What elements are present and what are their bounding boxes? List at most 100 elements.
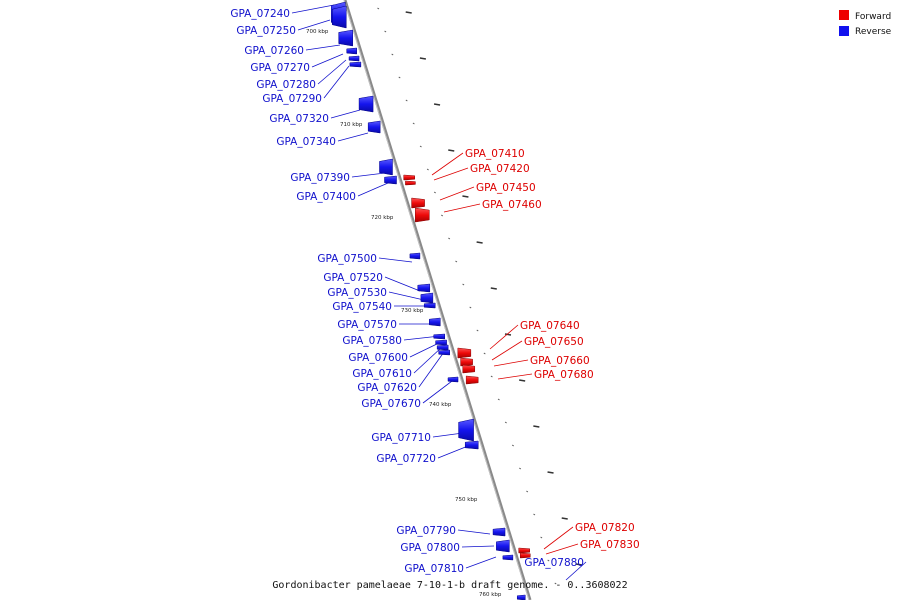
gene-gpa-07390-label[interactable]: GPA_07390 — [290, 172, 350, 184]
gene-gpa-07500-glyph[interactable] — [409, 252, 421, 260]
gene-gpa-07290-label[interactable]: GPA_07290 — [262, 93, 322, 105]
gene-gpa-07260-label[interactable]: GPA_07260 — [244, 45, 304, 57]
gene-gpa-07660-label[interactable]: GPA_07660 — [530, 355, 590, 367]
gene-gpa-07830-label[interactable]: GPA_07830 — [580, 539, 640, 551]
gene-gpa-07260-glyph[interactable] — [338, 29, 353, 47]
gene-gpa-07320-glyph[interactable] — [358, 95, 374, 113]
minor-tick — [405, 99, 408, 102]
gene-gpa-07670-glyph[interactable] — [447, 376, 459, 383]
gene-gpa-07410-label[interactable]: GPA_07410 — [465, 148, 525, 160]
gene-gpa-07720-glyph[interactable] — [464, 440, 479, 450]
gene-gpa-07650-glyph[interactable] — [460, 357, 473, 367]
gene-gpa-07450-label[interactable]: GPA_07450 — [476, 182, 536, 194]
gene-gpa-07520-glyph[interactable] — [417, 283, 431, 293]
gene-gpa-07520-label[interactable]: GPA_07520 — [323, 272, 383, 284]
gene-gpa-07250-connector — [297, 19, 331, 31]
gene-gpa-07880-glyph[interactable] — [516, 594, 526, 600]
gene-gpa-07800-label[interactable]: GPA_07800 — [400, 542, 460, 554]
gene-gpa-07400-label[interactable]: GPA_07400 — [296, 191, 356, 203]
gene-gpa-07650-label[interactable]: GPA_07650 — [524, 336, 584, 348]
gene-gpa-07580-glyph[interactable] — [433, 333, 446, 340]
major-tick — [448, 149, 455, 152]
gene-gpa-07620-connector — [418, 351, 445, 388]
gene-gpa-07410-glyph[interactable] — [403, 174, 415, 181]
gene-gpa-07610-label[interactable]: GPA_07610 — [352, 368, 412, 380]
gene-gpa-07540-glyph[interactable] — [423, 302, 436, 309]
gene-gpa-07390-glyph[interactable] — [379, 158, 393, 176]
gene-gpa-07640-label[interactable]: GPA_07640 — [520, 320, 580, 332]
gene-gpa-07720-label[interactable]: GPA_07720 — [376, 453, 436, 465]
minor-tick — [448, 237, 451, 240]
gene-gpa-07680-label[interactable]: GPA_07680 — [534, 369, 594, 381]
gene-gpa-07620-glyph[interactable] — [438, 349, 450, 356]
gene-gpa-07530-label[interactable]: GPA_07530 — [327, 287, 387, 299]
gene-gpa-07570-glyph[interactable] — [429, 317, 441, 327]
gene-gpa-07240-label[interactable]: GPA_07240 — [230, 8, 290, 20]
gene-gpa-07530-glyph[interactable] — [420, 292, 434, 304]
gene-gpa-07420-glyph[interactable] — [405, 180, 416, 186]
gene-gpa-07600-label[interactable]: GPA_07600 — [348, 352, 408, 364]
gene-gpa-07580-label[interactable]: GPA_07580 — [342, 335, 402, 347]
minor-tick — [497, 398, 500, 401]
gene-gpa-07600-glyph[interactable] — [435, 339, 447, 346]
position-label: 720 kbp — [371, 215, 394, 221]
gene-gpa-07710-glyph[interactable] — [458, 418, 474, 442]
gene-gpa-07620-label[interactable]: GPA_07620 — [357, 382, 417, 394]
gene-gpa-07880-label[interactable]: GPA_07880 — [524, 557, 584, 569]
gene-gpa-07420-label[interactable]: GPA_07420 — [470, 163, 530, 175]
gene-gpa-07810-glyph[interactable] — [502, 554, 514, 561]
gene-gpa-07640-glyph[interactable] — [457, 347, 472, 359]
gene-gpa-07290-glyph[interactable] — [349, 61, 362, 68]
gene-gpa-07340-label[interactable]: GPA_07340 — [276, 136, 336, 148]
gene-gpa-07340-glyph[interactable] — [367, 120, 381, 134]
major-tick — [533, 425, 540, 428]
gene-gpa-07270-glyph[interactable] — [346, 47, 357, 55]
position-label: 740 kbp — [429, 402, 452, 408]
gene-gpa-07820-glyph[interactable] — [518, 547, 530, 554]
gene-gpa-07450-glyph[interactable] — [411, 197, 425, 209]
minor-tick — [476, 329, 479, 332]
gene-gpa-07540-label[interactable]: GPA_07540 — [332, 301, 392, 313]
major-tick — [575, 563, 583, 566]
gene-gpa-07400-glyph[interactable] — [384, 175, 397, 185]
gene-gpa-07670-label[interactable]: GPA_07670 — [361, 398, 421, 410]
gene-gpa-07320-label[interactable]: GPA_07320 — [269, 113, 329, 125]
gene-gpa-07720-connector — [437, 445, 469, 459]
position-label: 700 kbp — [306, 29, 329, 35]
gene-gpa-07460-glyph[interactable] — [415, 207, 430, 223]
gene-gpa-07790-connector — [457, 529, 491, 535]
minor-tick — [511, 444, 514, 447]
gene-gpa-07680-glyph[interactable] — [465, 375, 479, 385]
position-labels: 700 kbp 710 kbp 720 kbp 730 kbp 740 kbp 750 k… — [306, 29, 502, 598]
gene-gpa-07820-label[interactable]: GPA_07820 — [575, 522, 635, 534]
gene-gpa-07790-label[interactable]: GPA_07790 — [396, 525, 456, 537]
gene-gpa-07610-glyph[interactable] — [436, 344, 449, 351]
minor-tick — [377, 7, 380, 10]
genome-backbone — [343, 0, 532, 600]
gene-gpa-07640-connector — [489, 324, 519, 350]
major-tick — [476, 241, 483, 244]
gene-gpa-07460-label[interactable]: GPA_07460 — [482, 199, 542, 211]
gene-gpa-07270-label[interactable]: GPA_07270 — [250, 62, 310, 74]
legend: Forward Reverse — [839, 10, 892, 37]
gene-gpa-07790-glyph[interactable] — [492, 527, 506, 537]
minor-tick — [462, 283, 465, 286]
gene-gpa-07830-connector — [545, 543, 579, 555]
major-tick — [405, 11, 412, 14]
gene-gpa-07830-glyph[interactable] — [520, 552, 531, 559]
gene-gpa-07570-label[interactable]: GPA_07570 — [337, 319, 397, 331]
gene-gpa-07810-label[interactable]: GPA_07810 — [404, 563, 464, 575]
gene-gpa-07650-connector — [491, 340, 523, 361]
minor-tick — [547, 559, 550, 562]
minor-tick — [441, 214, 444, 217]
gene-gpa-07660-glyph[interactable] — [462, 364, 476, 374]
gene-gpa-07800-glyph[interactable] — [496, 539, 510, 553]
gene-gpa-07250-glyph[interactable] — [331, 5, 347, 29]
gene-gpa-07610-connector — [413, 346, 443, 374]
legend-swatch-forward — [839, 10, 849, 20]
gene-gpa-07710-label[interactable]: GPA_07710 — [371, 432, 431, 444]
gene-gpa-07500-label[interactable]: GPA_07500 — [317, 253, 377, 265]
gene-gpa-07280-glyph[interactable] — [348, 55, 360, 62]
gene-gpa-07280-label[interactable]: GPA_07280 — [256, 79, 316, 91]
gene-gpa-07250-label[interactable]: GPA_07250 — [236, 25, 296, 37]
